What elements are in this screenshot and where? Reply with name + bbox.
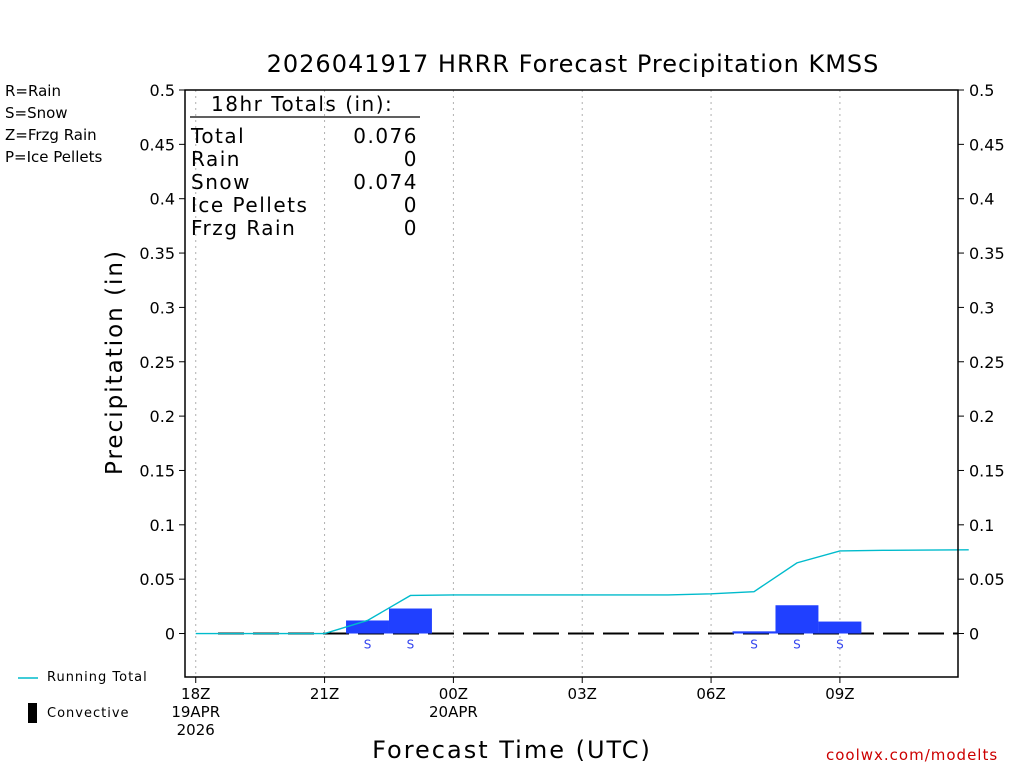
y-tick-label-right: 0 — [969, 625, 979, 644]
y-tick-label-right: 0.25 — [969, 353, 1005, 372]
y-tick-label-right: 0.3 — [969, 298, 994, 317]
totals-row-value: 0 — [404, 147, 418, 171]
x-tick-label: 21Z — [310, 685, 339, 703]
totals-row-value: 0 — [404, 216, 418, 240]
axes: 0 00.05 0.050.1 0.10.15 0.150.2 0.20.25 0.250.… — [139, 81, 1004, 739]
totals-row-label: Ice Pellets — [191, 193, 308, 217]
precip-type-label: S — [407, 638, 415, 652]
running-total-legend-label: Running Total — [47, 670, 148, 685]
convective-legend-label: Convective — [47, 706, 130, 721]
y-tick-label: 0.05 — [139, 570, 175, 589]
y-tick-label: 0.15 — [139, 461, 175, 480]
y-tick-label-right: 0.45 — [969, 135, 1005, 154]
totals-header: 18hr Totals (in): — [211, 92, 393, 116]
totals-row-label: Total — [190, 124, 245, 148]
y-tick-label-right: 0.4 — [969, 190, 994, 209]
y-tick-label-right: 0.2 — [969, 407, 994, 426]
chart-title: 2026041917 HRRR Forecast Precipitation K… — [266, 50, 880, 78]
y-tick-label: 0.4 — [150, 190, 175, 209]
totals-row-label: Rain — [191, 147, 241, 171]
y-tick-label: 0 — [165, 625, 175, 644]
running-total-line — [195, 549, 969, 635]
precip-type-label: S — [793, 638, 801, 652]
x-tick-label: 20APR — [429, 703, 478, 721]
precip-bar — [818, 621, 862, 634]
totals-row-label: Snow — [191, 170, 251, 194]
convective-swatch — [28, 703, 37, 723]
precip-type-label: S — [750, 638, 758, 652]
totals-box: 18hr Totals (in): Total 0.076 Rain 0 Snow 0.07… — [190, 92, 420, 240]
credit-link[interactable]: coolwx.com/modelts — [826, 746, 999, 764]
x-tick-label: 09Z — [825, 685, 854, 703]
running-total-polyline — [195, 549, 969, 635]
grid-lines — [195, 90, 958, 677]
precip-bar — [775, 605, 819, 634]
precip-type-label: S — [836, 638, 844, 652]
precip-bar — [732, 631, 776, 634]
x-tick-label: 2026 — [177, 721, 215, 739]
x-tick-label: 00Z — [439, 685, 468, 703]
precip-type-label: S — [364, 638, 372, 652]
precip-bar — [346, 620, 389, 634]
y-tick-label: 0.1 — [150, 516, 175, 535]
totals-row-value: 0.074 — [353, 170, 418, 194]
legend-freezing-rain: Z=Frzg Rain — [5, 126, 97, 144]
totals-row-value: 0.076 — [353, 124, 418, 148]
legend-rain: R=Rain — [5, 82, 61, 100]
x-tick-label: 18Z — [181, 685, 210, 703]
legend-snow: S=Snow — [5, 104, 68, 122]
y-tick-label-right: 0.1 — [969, 516, 994, 535]
precip-bar — [388, 608, 432, 634]
y-tick-label-right: 0.15 — [969, 461, 1005, 480]
y-tick-label: 0.3 — [150, 298, 175, 317]
y-tick-label: 0.5 — [150, 81, 175, 100]
y-tick-label: 0.2 — [150, 407, 175, 426]
x-tick-label: 06Z — [696, 685, 725, 703]
y-tick-label: 0.45 — [139, 135, 175, 154]
y-tick-label-right: 0.05 — [969, 570, 1005, 589]
precip-type-legend: R=Rain S=Snow Z=Frzg Rain P=Ice Pellets — [5, 80, 102, 168]
plot-frame — [184, 89, 959, 678]
x-tick-label: 19APR — [171, 703, 220, 721]
series-legend-swatches — [18, 677, 38, 723]
y-tick-label-right: 0.5 — [969, 81, 994, 100]
totals-row-label: Frzg Rain — [191, 216, 296, 240]
y-tick-label: 0.35 — [139, 244, 175, 263]
y-tick-label-right: 0.35 — [969, 244, 1005, 263]
legend-ice-pellets: P=Ice Pellets — [5, 148, 103, 166]
x-tick-label: 03Z — [568, 685, 597, 703]
y-tick-label: 0.25 — [139, 353, 175, 372]
x-axis-label: Forecast Time (UTC) — [372, 736, 652, 764]
totals-row-value: 0 — [404, 193, 418, 217]
